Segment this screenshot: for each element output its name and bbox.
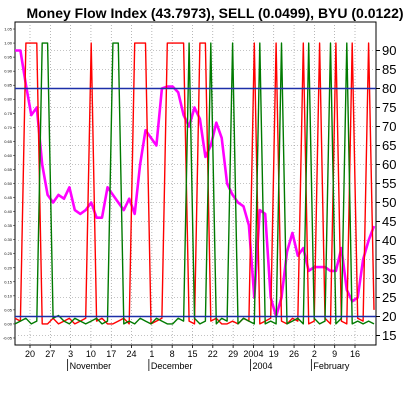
x-tick-label: 1 (149, 349, 154, 359)
left-tick-label: 0.35 (4, 223, 13, 228)
right-tick-label: 20 (382, 309, 396, 324)
left-tick-label: 1.05 (4, 27, 13, 32)
right-tick-label: 80 (382, 81, 396, 96)
left-tick-label: 0.55 (4, 167, 13, 172)
left-tick-label: 1.00 (4, 41, 13, 46)
x-tick-label: 10 (86, 349, 96, 359)
left-tick-label: 0.10 (4, 293, 13, 298)
right-tick-label: 85 (382, 62, 396, 77)
x-tick-label: 3 (68, 349, 73, 359)
right-tick-label: 60 (382, 157, 396, 172)
left-tick-label: 0.45 (4, 195, 13, 200)
left-tick-label: 0.85 (4, 83, 13, 88)
chart-title: Money Flow Index (43.7973), SELL (0.0499… (26, 5, 403, 21)
x-tick-label: 19 (269, 349, 279, 359)
x-tick-label: 17 (106, 349, 116, 359)
right-tick-label: 30 (382, 271, 396, 286)
plot-area: 90 85 80 75 70 65 60 55 50 45 40 35 30 25 20 15 1.05 1.00… (3, 21, 396, 371)
left-tick-label: -0.05 (3, 335, 13, 340)
x-tick-label: 2 (312, 349, 317, 359)
left-tick-label: 0.60 (4, 153, 13, 158)
left-tick-label: 0.65 (4, 139, 13, 144)
x-tick-label: 24 (127, 349, 137, 359)
right-tick-label: 50 (382, 195, 396, 210)
x-tick-label: 20 (25, 349, 35, 359)
left-tick-label: 0.70 (4, 125, 13, 130)
x-tick-label: 2004 (243, 349, 263, 359)
right-tick-label: 40 (382, 233, 396, 248)
right-tick-label: 90 (382, 43, 396, 58)
right-tick-label: 75 (382, 100, 396, 115)
x-tick-label: 16 (350, 349, 360, 359)
x-month-label: February (313, 361, 350, 371)
right-tick-label: 65 (382, 138, 396, 153)
right-tick-label: 55 (382, 176, 396, 191)
x-month-label: December (151, 361, 193, 371)
left-tick-label: 0.30 (4, 237, 13, 242)
x-tick-label: 22 (208, 349, 218, 359)
left-tick-label: 0.50 (4, 181, 13, 186)
x-tick-label: 26 (289, 349, 299, 359)
right-tick-label: 70 (382, 119, 396, 134)
left-tick-label: 0.00 (4, 321, 13, 326)
right-tick-label: 15 (382, 328, 396, 343)
x-tick-label: 15 (187, 349, 197, 359)
left-tick-label: 0.95 (4, 55, 13, 60)
right-tick-label: 35 (382, 252, 396, 267)
left-tick-label: 0.15 (4, 279, 13, 284)
left-tick-label: 0.40 (4, 209, 13, 214)
left-tick-label: 0.75 (4, 111, 13, 116)
x-tick-label: 29 (228, 349, 238, 359)
left-tick-label: 0.80 (4, 97, 13, 102)
x-month-label: 2004 (252, 361, 272, 371)
mfi-series-line (15, 49, 376, 318)
left-tick-label: 0.90 (4, 69, 13, 74)
left-tick-label: 0.20 (4, 265, 13, 270)
right-tick-label: 25 (382, 290, 396, 305)
x-tick-label: 27 (45, 349, 55, 359)
right-tick-label: 45 (382, 214, 396, 229)
sell-series-line (14, 42, 375, 325)
x-tick-label: 8 (170, 349, 175, 359)
x-month-label: November (70, 361, 112, 371)
left-tick-label: 0.25 (4, 251, 13, 256)
left-tick-label: 0.05 (4, 307, 13, 312)
byu-series-line (14, 42, 375, 325)
x-tick-label: 9 (332, 349, 337, 359)
